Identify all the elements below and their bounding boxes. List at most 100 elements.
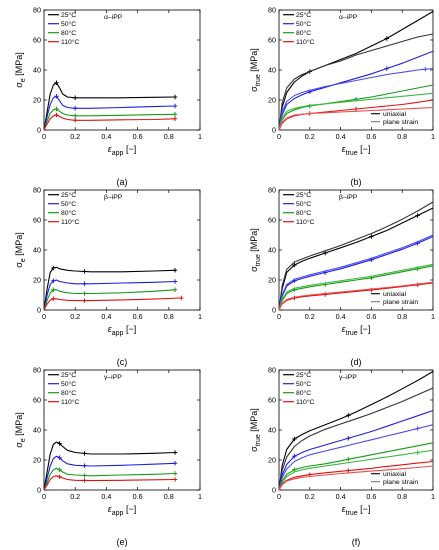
series-line-2 (278, 409, 434, 491)
data-marker (54, 80, 59, 85)
y-tick-label: 60 (33, 396, 41, 405)
plot-area-frame (278, 189, 434, 311)
y-axis-subscript: e (20, 258, 27, 262)
legend-label: 80°C (296, 209, 311, 217)
x-axis-subscript: true (346, 510, 358, 517)
y-tick-label: 20 (33, 96, 41, 105)
legend-label: 25°C (296, 11, 311, 19)
data-marker (57, 467, 62, 472)
series-line-4 (278, 265, 434, 311)
x-tick-label: 0.2 (70, 312, 80, 321)
series-line-6 (278, 282, 434, 311)
series-line-3 (278, 424, 434, 491)
series-line-1 (278, 387, 434, 491)
x-tick-label: 0.2 (70, 492, 80, 501)
y-tick-label: 80 (33, 366, 41, 375)
data-marker (73, 95, 78, 100)
data-marker (172, 116, 178, 121)
series-line-1 (43, 95, 176, 131)
legend-label: 25°C (61, 371, 76, 379)
y-tick-label: 60 (268, 216, 276, 225)
data-marker (82, 269, 87, 274)
y-tick-label: 80 (268, 6, 276, 15)
series-line-0 (43, 82, 176, 131)
legend-label: 50°C (296, 20, 311, 28)
y-axis-subscript: true (255, 254, 262, 266)
series-line-2 (43, 108, 176, 131)
y-axis-symbol: σ (249, 446, 259, 452)
series-line-0 (278, 11, 434, 131)
x-tick-label: 0.8 (397, 312, 407, 321)
data-marker (384, 66, 389, 71)
data-marker (172, 112, 178, 117)
series-line-7 (278, 281, 434, 311)
y-tick-label: 20 (268, 456, 276, 465)
y-tick-label: 0 (272, 486, 276, 495)
series-line-0 (43, 266, 176, 311)
material-annotation: β–iPP (104, 194, 123, 201)
data-marker (292, 467, 297, 472)
x-tick-label: 0 (277, 312, 281, 321)
y-axis-unit: [MPa] (249, 48, 259, 74)
y-tick-label: 0 (37, 486, 41, 495)
x-tick-label: 0.2 (305, 312, 315, 321)
data-marker (54, 112, 59, 118)
series-line-1 (278, 201, 434, 311)
y-axis-label: σtrue [MPa] (249, 408, 262, 452)
x-tick-label: 0.4 (336, 492, 346, 501)
x-axis-label: εtrue [−] (342, 144, 371, 157)
panel-caption: (d) (351, 357, 362, 367)
data-marker (423, 67, 428, 72)
chart-panel-e: 0 0.2 0.4 0.6 0.8 1 0 20 40 60 80 εapp [−] σe [MPa] 2… (14, 366, 202, 547)
panel-caption: (e) (117, 537, 128, 547)
data-marker (57, 455, 62, 460)
y-tick-label: 60 (33, 216, 41, 225)
y-axis-unit: [MPa] (249, 228, 259, 254)
x-tick-label: 0 (42, 492, 46, 501)
legend-label: 50°C (61, 20, 76, 28)
data-marker (57, 441, 62, 446)
data-marker (82, 478, 87, 483)
series-line-2 (43, 467, 176, 491)
x-axis-symbol: ε (342, 144, 347, 154)
x-axis-symbol: ε (108, 144, 113, 154)
y-tick-label: 20 (33, 456, 41, 465)
legend-label: 80°C (61, 389, 76, 397)
series-line-7 (278, 465, 434, 491)
x-tick-label: 0.8 (164, 132, 174, 141)
x-axis-label: εapp [−] (108, 504, 136, 517)
data-marker (346, 457, 351, 462)
legend-label: 50°C (61, 380, 76, 388)
x-tick-label: 0.8 (397, 492, 407, 501)
data-marker (172, 103, 178, 109)
x-axis-unit: [−] (123, 504, 136, 514)
y-tick-label: 40 (33, 246, 41, 255)
y-tick-label: 20 (33, 276, 41, 285)
series-line-3 (43, 114, 176, 131)
data-marker (369, 234, 374, 239)
data-marker (353, 106, 359, 112)
y-tick-label: 80 (33, 6, 41, 15)
data-marker (172, 461, 178, 466)
data-marker (82, 451, 87, 456)
y-tick-label: 80 (268, 366, 276, 375)
x-tick-label: 0.8 (397, 132, 407, 141)
data-marker (292, 454, 297, 459)
series-line-4 (278, 442, 434, 491)
data-marker (323, 292, 328, 297)
y-tick-label: 0 (272, 126, 276, 135)
x-axis-unit: [−] (123, 324, 136, 334)
y-tick-label: 40 (33, 66, 41, 75)
x-axis-unit: [−] (358, 324, 371, 334)
x-tick-label: 0.4 (336, 312, 346, 321)
data-marker (51, 296, 56, 301)
x-tick-label: 0 (277, 492, 281, 501)
data-marker (51, 265, 56, 271)
style-legend-label: uniaxial (383, 471, 407, 478)
